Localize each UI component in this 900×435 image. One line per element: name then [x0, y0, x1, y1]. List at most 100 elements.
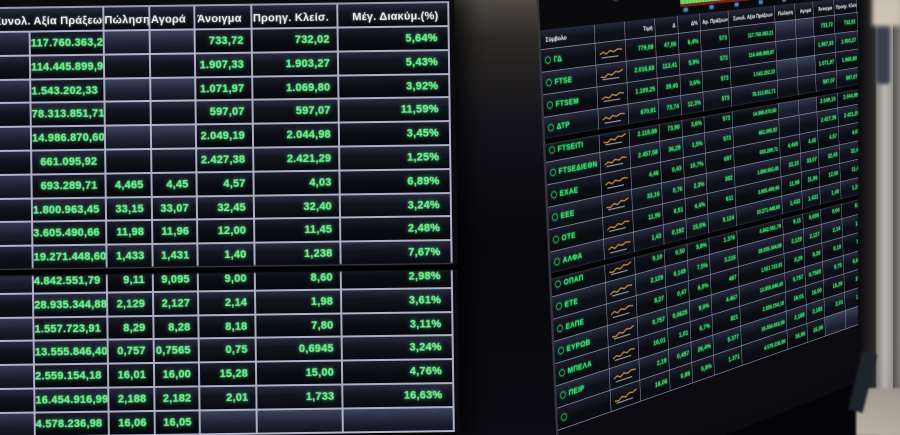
table-cell: 11,45: [255, 218, 342, 244]
table-cell: 1.071,97: [196, 77, 254, 102]
table-cell: [151, 77, 197, 103]
table-cell: 33,15: [106, 197, 154, 222]
table-cell: 3,24%: [340, 193, 453, 219]
table-cell: 33,07: [152, 196, 199, 222]
table-cell: 2,14: [198, 291, 257, 316]
table-cell: 2,127: [154, 292, 200, 317]
table-cell: 2.049,19: [196, 124, 255, 150]
table-cell: 0,7565: [154, 339, 200, 365]
table-cell: 13.555.846,40: [34, 340, 109, 366]
trend-sparkline-icon: [613, 386, 638, 405]
trend-sparkline-icon: [605, 195, 630, 211]
table-cell: 4,57: [197, 172, 255, 197]
table-cell: [105, 102, 152, 127]
table-cell: 16,00: [154, 363, 201, 388]
status-dot-icon: [551, 190, 557, 199]
status-dot-icon: [555, 279, 561, 289]
background-wall-gap: [440, 0, 555, 435]
table-cell: 2.427,38: [197, 148, 255, 174]
trend-sparkline-icon: [600, 88, 625, 103]
table-cell: 732,02: [252, 28, 339, 54]
table-cell-truncated: [0, 175, 33, 200]
status-dot-icon: [554, 257, 560, 266]
table-cell: 2,48%: [341, 217, 453, 243]
status-dot-icon: [558, 346, 564, 355]
table-cell-truncated: [0, 56, 32, 81]
status-dot-icon: [545, 56, 551, 64]
status-dot-icon: [553, 235, 559, 244]
table-cell: 2,188: [109, 387, 156, 413]
table-cell: 11,98: [107, 221, 154, 246]
table-cell: 4,45: [152, 173, 198, 198]
table-cell: [152, 149, 198, 174]
table-cell: [104, 30, 151, 56]
trend-sparkline-icon: [603, 153, 628, 169]
table-cell: 11,59%: [339, 98, 451, 124]
header-cell: Μέγ. Διακύμ.(%): [338, 1, 450, 29]
table-cell: 3.605.490,66: [33, 221, 108, 247]
status-dot-icon: [550, 168, 556, 177]
table-cell: [257, 409, 344, 435]
status-dot-icon: [552, 213, 558, 222]
table-cell-truncated: [0, 80, 32, 105]
status-dot-icon: [549, 146, 555, 154]
table-cell: 3,11%: [342, 312, 454, 338]
trend-sparkline-icon: [602, 131, 627, 146]
header-cell: Αγορά: [150, 4, 196, 31]
symbol-label: ΕΕΕ: [560, 208, 575, 221]
table-cell: 16.454.916,99: [35, 388, 110, 414]
table-cell-truncated: [0, 151, 33, 176]
status-dot-icon: [548, 123, 554, 132]
table-cell: 2.421,29: [254, 147, 341, 173]
table-cell: 7,80: [256, 314, 343, 339]
table-cell: 114.445.899,97: [30, 55, 106, 81]
table-cell: 2.044,98: [253, 123, 341, 149]
status-dot-icon: [546, 78, 552, 87]
table-cell: 4,03: [254, 171, 341, 197]
trend-sparkline-icon: [601, 110, 626, 124]
table-cell: [105, 126, 153, 151]
status-dot-icon: [556, 302, 562, 311]
table-cell: 4,465: [106, 173, 153, 199]
table-cell-truncated: [0, 103, 32, 129]
table-cell-truncated: [0, 365, 36, 390]
table-cell: 1.543.202,33: [31, 79, 106, 104]
trend-sparkline-icon: [610, 323, 635, 341]
table-cell: 1,25%: [340, 146, 452, 172]
table-cell: 6,89%: [340, 169, 452, 196]
table-cell: [795, 17, 815, 40]
table-cell: 2,182: [155, 387, 201, 412]
symbol-label: ΓΔ: [553, 53, 563, 64]
table-cell: 78.313.851,71: [31, 102, 106, 128]
table-cell: 1.903,27: [252, 52, 340, 78]
table-cell: 16,01: [108, 364, 156, 389]
table-cell: 733,72: [195, 29, 253, 55]
trend-sparkline-icon: [611, 344, 636, 362]
symbol-label: FTSE: [554, 74, 573, 87]
table-cell-truncated: [0, 294, 35, 319]
table-cell: 32,40: [254, 195, 342, 221]
table-cell: 3,92%: [339, 74, 451, 100]
header-cell: Πώληση: [104, 4, 151, 32]
trend-sparkline-icon: [608, 280, 633, 297]
table-cell: 14.986.870,60: [31, 126, 107, 152]
table-cell: 8,28: [154, 315, 200, 341]
status-dot-icon: [559, 368, 565, 378]
table-cell: 693.289,71: [32, 174, 107, 200]
table-cell: 1.069,80: [253, 76, 340, 102]
table-cell: 3,45%: [339, 122, 452, 148]
table-cell-truncated: [0, 199, 34, 224]
table-cell: [200, 410, 258, 435]
status-dot-icon: [561, 412, 567, 422]
table-cell: 2,01: [200, 386, 258, 412]
table-cell: [151, 125, 198, 150]
table-cell: [105, 78, 152, 103]
table-cell: 16,06: [109, 411, 156, 435]
trend-sparkline-icon: [607, 238, 632, 254]
right-display-board: Σύμβολο Τιμή Δ Δ% Αρ. Πράξεων Συνολ. Αξία Πρά…: [535, 0, 893, 435]
time-tick: [683, 7, 688, 12]
table-cell: [150, 54, 197, 79]
table-cell: 1.800.963,45: [32, 198, 108, 223]
table-cell: 117.760.363,21: [30, 31, 105, 57]
